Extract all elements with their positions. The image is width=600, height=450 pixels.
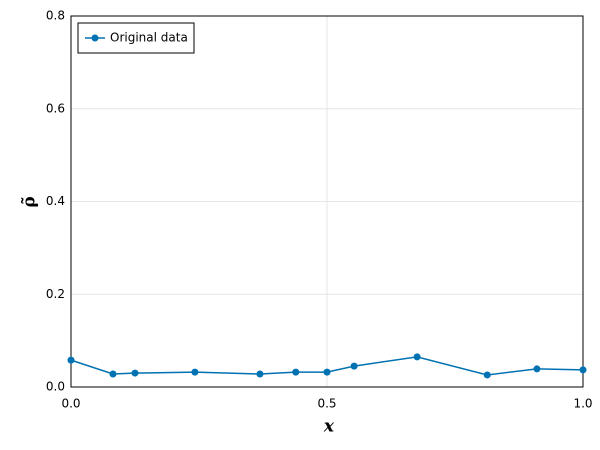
y-tick-label: 0.0 (46, 380, 65, 394)
data-point (579, 366, 587, 374)
data-point (350, 362, 358, 370)
data-point (413, 353, 421, 361)
data-point (533, 365, 541, 373)
data-line (70, 356, 584, 376)
data-point (292, 368, 300, 376)
x-tick-label: 0.0 (61, 397, 80, 411)
y-tick-label: 0.4 (46, 194, 65, 208)
plot-frame (70, 15, 584, 388)
data-point (67, 356, 75, 364)
data-point (256, 370, 264, 378)
data-point (483, 371, 491, 379)
legend-marker (91, 34, 99, 42)
y-tick-label: 0.2 (46, 287, 65, 301)
x-tick-label: 0.5 (317, 397, 336, 411)
data-point (191, 368, 199, 376)
y-axis-label: ρ̃ (20, 196, 40, 207)
legend-label: Original data (110, 31, 188, 45)
legend-box (77, 22, 195, 54)
y-tick-label: 0.6 (46, 101, 65, 115)
data-point (131, 369, 139, 377)
x-axis-label: x (323, 417, 335, 437)
y-tick-label: 0.8 (46, 9, 65, 23)
data-point (109, 370, 117, 378)
x-tick-label: 1.0 (573, 397, 592, 411)
data-point (323, 368, 331, 376)
